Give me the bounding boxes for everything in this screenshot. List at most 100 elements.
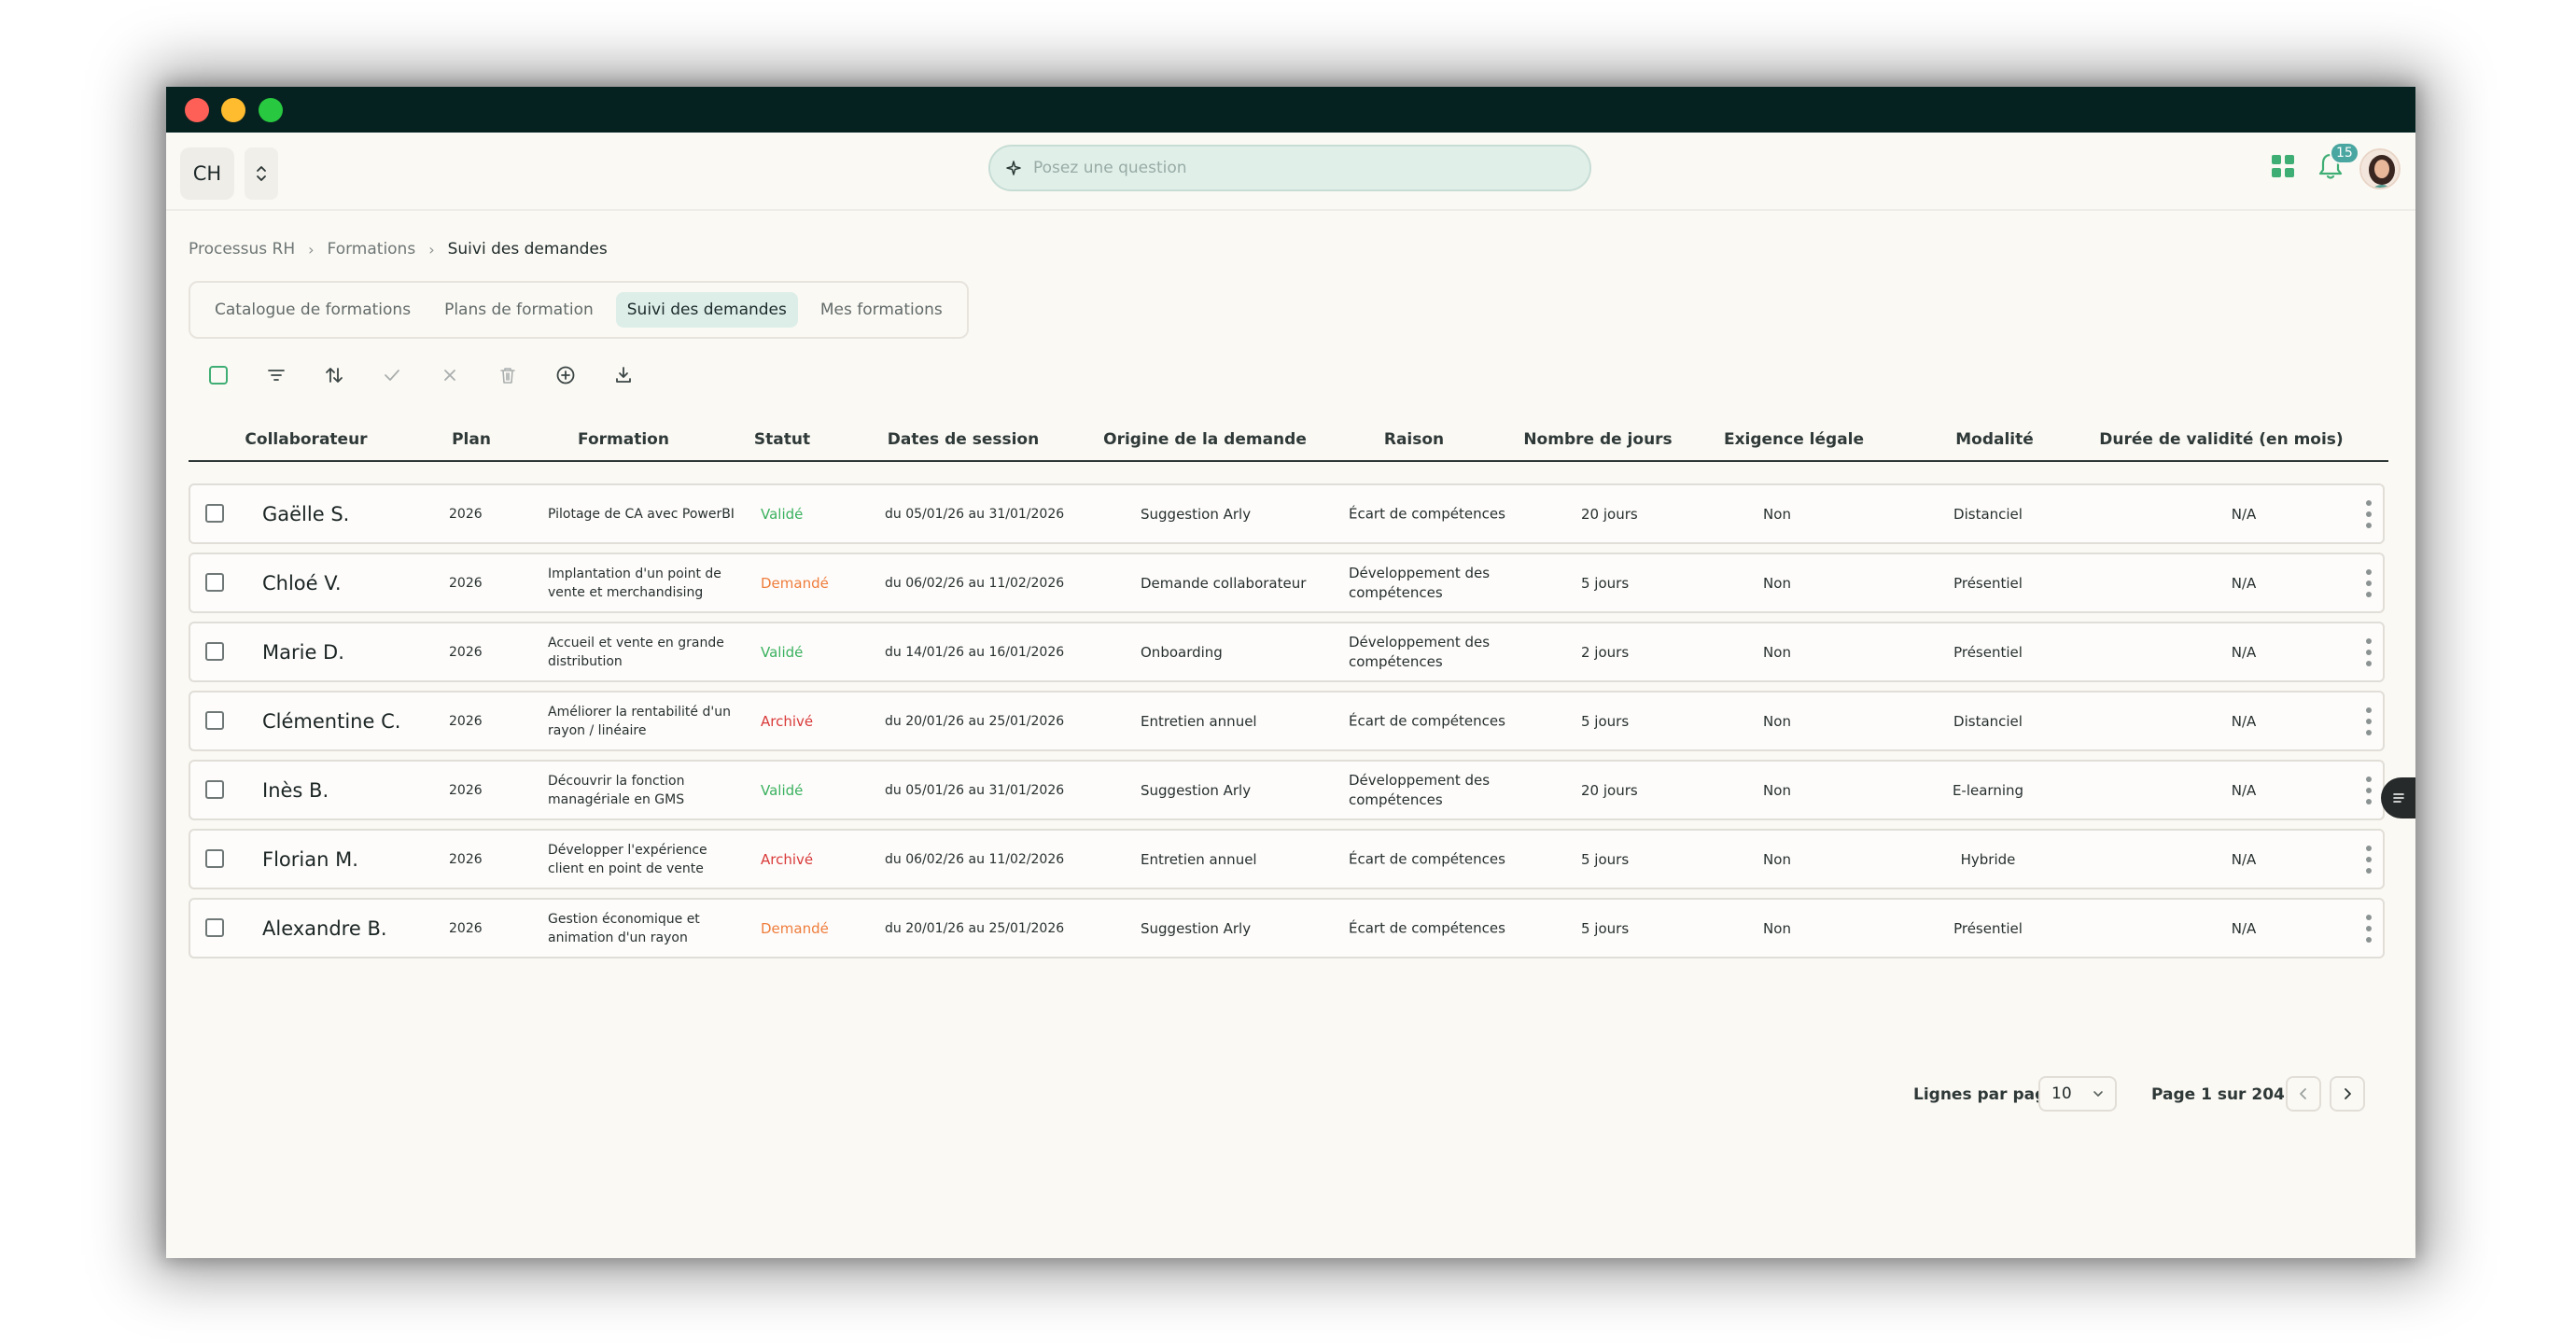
cell-plan: 2026 <box>449 782 483 798</box>
cell-raison: Développement des compétences <box>1349 564 1491 601</box>
cell-origine: Entretien annuel <box>1141 850 1257 868</box>
row-more-options-icon[interactable] <box>2364 569 2373 597</box>
table-row[interactable]: Chloé V. 2026 Implantation d'un point de v… <box>189 553 2385 613</box>
filter-icon[interactable] <box>265 364 287 386</box>
select-all-checkbox[interactable] <box>207 364 230 386</box>
rows-per-page-label: Lignes par page <box>1913 1085 2057 1104</box>
col-exigence-legale[interactable]: Exigence légale <box>1723 430 1865 449</box>
chat-panel-handle[interactable] <box>2381 777 2415 818</box>
app-window: CH 15 Processus RH › Formations › Suivi … <box>166 87 2415 1258</box>
table-row[interactable]: Clémentine C. 2026 Améliorer la rentabilit… <box>189 691 2385 751</box>
cell-origine: Suggestion Arly <box>1141 919 1252 937</box>
col-modalite[interactable]: Modalité <box>1955 430 2034 449</box>
previous-page-button[interactable] <box>2286 1076 2321 1112</box>
row-checkbox[interactable] <box>205 504 224 523</box>
workspace-switcher-button[interactable] <box>245 147 278 200</box>
cell-formation: Développer l'expérience client en point … <box>548 842 707 876</box>
table-row[interactable]: Marie D. 2026 Accueil et vente en grande d… <box>189 622 2385 682</box>
col-collaborateur[interactable]: Collaborateur <box>245 430 368 449</box>
cell-exigence-legale: Non <box>1763 643 1791 661</box>
breadcrumb-processus-rh[interactable]: Processus RH <box>189 240 296 259</box>
row-more-options-icon[interactable] <box>2364 776 2373 804</box>
row-checkbox[interactable] <box>205 642 224 661</box>
next-page-button[interactable] <box>2330 1076 2365 1112</box>
approve-check-icon[interactable] <box>381 364 403 386</box>
col-plan[interactable]: Plan <box>452 430 491 449</box>
col-raison[interactable]: Raison <box>1383 430 1445 449</box>
search-input[interactable] <box>1033 159 1556 177</box>
cell-nombre-jours: 20 jours <box>1581 781 1638 799</box>
table-row[interactable]: Inès B. 2026 Découvrir la fonction managér… <box>189 760 2385 820</box>
download-icon[interactable] <box>612 364 635 386</box>
sort-icon[interactable] <box>323 364 345 386</box>
breadcrumb-formations[interactable]: Formations <box>327 240 416 259</box>
cell-nombre-jours: 5 jours <box>1581 712 1630 730</box>
cell-plan: 2026 <box>449 851 483 867</box>
row-more-options-icon[interactable] <box>2364 707 2373 735</box>
page-indicator: Page 1 sur 204 <box>2151 1085 2285 1104</box>
cell-exigence-legale: Non <box>1763 712 1791 730</box>
cell-statut: Validé <box>761 505 804 523</box>
row-checkbox[interactable] <box>205 573 224 592</box>
cell-duree-validite: N/A <box>2231 505 2257 523</box>
col-formation[interactable]: Formation <box>578 430 669 449</box>
reject-close-icon[interactable] <box>439 364 461 386</box>
user-avatar[interactable] <box>2359 148 2401 189</box>
rows-per-page-select[interactable]: 10 <box>2038 1076 2117 1112</box>
row-more-options-icon[interactable] <box>2364 915 2373 943</box>
row-checkbox[interactable] <box>205 780 224 799</box>
tab-mes-formations[interactable]: Mes formations <box>819 301 943 319</box>
rows-per-page-value: 10 <box>2051 1084 2072 1103</box>
row-more-options-icon[interactable] <box>2364 846 2373 874</box>
cell-statut: Archivé <box>761 850 814 868</box>
cell-exigence-legale: Non <box>1763 505 1791 523</box>
notification-count-badge: 15 <box>2330 142 2359 164</box>
cell-origine: Demande collaborateur <box>1141 574 1307 592</box>
cell-dates: du 05/01/26 au 31/01/2026 <box>885 506 1065 522</box>
cell-plan: 2026 <box>449 506 483 522</box>
cell-collaborateur: Florian M. <box>262 847 358 871</box>
cell-origine: Suggestion Arly <box>1141 781 1252 799</box>
maximize-window-button[interactable] <box>259 98 283 122</box>
delete-trash-icon[interactable] <box>497 364 519 386</box>
tab-catalogue[interactable]: Catalogue de formations <box>215 301 412 319</box>
row-checkbox[interactable] <box>205 918 224 937</box>
cell-dates: du 06/02/26 au 11/02/2026 <box>885 575 1065 591</box>
cell-formation: Découvrir la fonction managériale en GMS <box>548 773 685 807</box>
cell-collaborateur: Gaëlle S. <box>262 502 350 525</box>
tab-plans[interactable]: Plans de formation <box>444 301 594 319</box>
add-circle-icon[interactable] <box>554 364 577 386</box>
cell-statut: Validé <box>761 643 804 661</box>
breadcrumb: Processus RH › Formations › Suivi des de… <box>189 240 608 259</box>
cell-plan: 2026 <box>449 644 483 660</box>
cell-dates: du 05/01/26 au 31/01/2026 <box>885 782 1065 798</box>
table-row[interactable]: Gaëlle S. 2026 Pilotage de CA avec PowerBI… <box>189 483 2385 544</box>
cell-formation: Pilotage de CA avec PowerBI <box>548 506 735 522</box>
cell-exigence-legale: Non <box>1763 781 1791 799</box>
workspace-badge[interactable]: CH <box>180 147 234 200</box>
table-row[interactable]: Alexandre B. 2026 Gestion économique et an… <box>189 898 2385 958</box>
cell-plan: 2026 <box>449 713 483 729</box>
col-origine[interactable]: Origine de la demande <box>1103 430 1307 449</box>
cell-nombre-jours: 5 jours <box>1581 919 1630 937</box>
cell-statut: Demandé <box>761 574 829 592</box>
col-dates-session[interactable]: Dates de session <box>887 430 1040 449</box>
ask-question-search[interactable] <box>988 145 1591 191</box>
row-more-options-icon[interactable] <box>2364 500 2373 528</box>
close-window-button[interactable] <box>185 98 209 122</box>
row-checkbox[interactable] <box>205 711 224 730</box>
col-duree-validite[interactable]: Durée de validité (en mois) <box>2099 430 2344 449</box>
tab-suivi-demandes[interactable]: Suivi des demandes <box>615 292 798 328</box>
cell-modalite: Présentiel <box>1953 643 2023 661</box>
table-row[interactable]: Florian M. 2026 Développer l'expérience cl… <box>189 829 2385 889</box>
app-header: CH 15 <box>166 133 2415 211</box>
cell-formation: Accueil et vente en grande distribution <box>548 635 724 669</box>
col-nombre-jours[interactable]: Nombre de jours <box>1523 430 1673 449</box>
row-checkbox[interactable] <box>205 849 224 868</box>
apps-grid-icon[interactable] <box>2270 153 2296 183</box>
col-statut[interactable]: Statut <box>753 430 811 449</box>
cell-nombre-jours: 5 jours <box>1581 850 1630 868</box>
minimize-window-button[interactable] <box>221 98 245 122</box>
row-more-options-icon[interactable] <box>2364 638 2373 666</box>
cell-exigence-legale: Non <box>1763 574 1791 592</box>
